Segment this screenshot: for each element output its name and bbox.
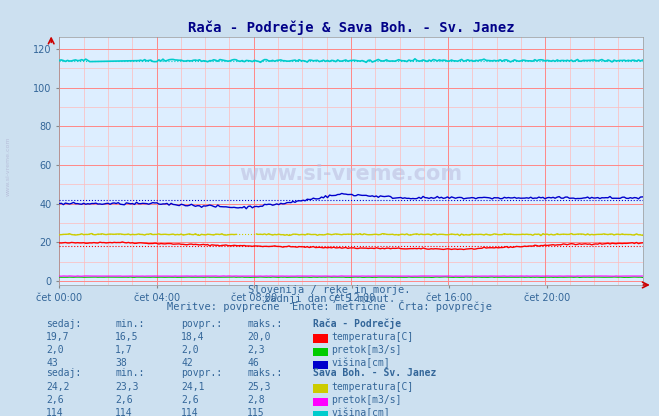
Text: zadnji dan / 5 minut.: zadnji dan / 5 minut. [264, 294, 395, 304]
Text: 16,5: 16,5 [115, 332, 139, 342]
Text: 43: 43 [46, 359, 58, 369]
Text: višina[cm]: višina[cm] [331, 358, 390, 369]
Text: višina[cm]: višina[cm] [331, 408, 390, 416]
Text: pretok[m3/s]: pretok[m3/s] [331, 395, 402, 405]
Text: 25,3: 25,3 [247, 382, 271, 392]
Text: 2,6: 2,6 [46, 395, 64, 405]
Text: povpr.:: povpr.: [181, 319, 222, 329]
Text: 2,3: 2,3 [247, 345, 265, 355]
Text: www.si-vreme.com: www.si-vreme.com [239, 163, 463, 183]
Text: 115: 115 [247, 409, 265, 416]
Text: 1,7: 1,7 [115, 345, 133, 355]
Text: 24,2: 24,2 [46, 382, 70, 392]
Text: 2,0: 2,0 [46, 345, 64, 355]
Text: povpr.:: povpr.: [181, 369, 222, 379]
Text: 114: 114 [181, 409, 199, 416]
Text: 18,4: 18,4 [181, 332, 205, 342]
Text: Rača - Podrečje: Rača - Podrečje [313, 317, 401, 329]
Text: temperatura[C]: temperatura[C] [331, 382, 414, 392]
Text: maks.:: maks.: [247, 369, 282, 379]
Text: 23,3: 23,3 [115, 382, 139, 392]
Text: 114: 114 [115, 409, 133, 416]
Text: Sava Boh. - Sv. Janez: Sava Boh. - Sv. Janez [313, 369, 436, 379]
Text: 2,6: 2,6 [115, 395, 133, 405]
Text: 24,1: 24,1 [181, 382, 205, 392]
Text: min.:: min.: [115, 319, 145, 329]
Text: min.:: min.: [115, 369, 145, 379]
Text: 2,8: 2,8 [247, 395, 265, 405]
Text: 2,0: 2,0 [181, 345, 199, 355]
Text: 19,7: 19,7 [46, 332, 70, 342]
Text: pretok[m3/s]: pretok[m3/s] [331, 345, 402, 355]
Text: sedaj:: sedaj: [46, 319, 81, 329]
Text: 114: 114 [46, 409, 64, 416]
Text: maks.:: maks.: [247, 319, 282, 329]
Text: Meritve: povprečne  Enote: metrične  Črta: povprečje: Meritve: povprečne Enote: metrične Črta:… [167, 300, 492, 312]
Text: temperatura[C]: temperatura[C] [331, 332, 414, 342]
Text: Slovenija / reke in morje.: Slovenija / reke in morje. [248, 285, 411, 295]
Text: 2,6: 2,6 [181, 395, 199, 405]
Text: 46: 46 [247, 359, 259, 369]
Text: 42: 42 [181, 359, 193, 369]
Text: 38: 38 [115, 359, 127, 369]
Text: sedaj:: sedaj: [46, 369, 81, 379]
Title: Rača - Podrečje & Sava Boh. - Sv. Janez: Rača - Podrečje & Sava Boh. - Sv. Janez [188, 20, 514, 35]
Text: www.si-vreme.com: www.si-vreme.com [5, 136, 11, 196]
Text: 20,0: 20,0 [247, 332, 271, 342]
